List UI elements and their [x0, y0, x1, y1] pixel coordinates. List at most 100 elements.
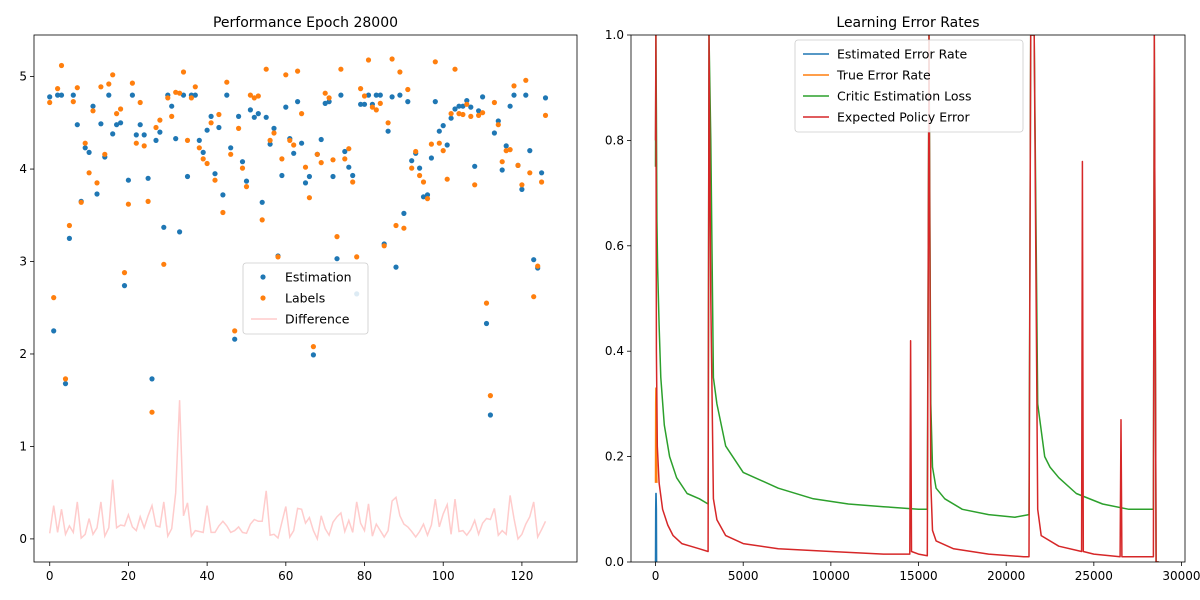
estimation-point: [169, 103, 175, 109]
label-point: [464, 101, 470, 107]
label-point: [90, 108, 96, 114]
estimation-point: [62, 381, 69, 387]
label-point: [110, 72, 116, 78]
estimation-point: [157, 129, 163, 135]
x-tick-label: 0: [652, 569, 660, 583]
estimation-point: [539, 170, 545, 176]
estimation-point: [527, 148, 533, 154]
label-point: [279, 156, 285, 162]
label-point: [51, 295, 57, 301]
estimation-point: [236, 113, 242, 119]
label-point: [129, 80, 135, 86]
legend-entry: Labels: [285, 291, 325, 306]
label-point: [58, 62, 65, 69]
legend-marker: [260, 295, 266, 301]
label-point: [385, 120, 391, 126]
label-point: [460, 111, 466, 118]
label-point: [121, 270, 128, 276]
label-point: [519, 182, 525, 188]
estimation-point: [338, 92, 344, 98]
estimation-point: [480, 94, 486, 100]
label-point: [180, 69, 187, 75]
label-point: [200, 156, 206, 162]
label-point: [106, 81, 112, 87]
legend-entry: True Error Rate: [836, 68, 931, 83]
label-point: [55, 86, 61, 92]
label-point: [224, 79, 230, 85]
y-tick-label: 0.6: [605, 239, 624, 253]
label-point: [125, 201, 131, 207]
estimation-point: [460, 103, 466, 109]
estimation-point: [377, 92, 383, 98]
estimation-point: [464, 98, 470, 104]
estimation-point: [267, 141, 273, 147]
estimation-point: [417, 165, 423, 171]
label-point: [511, 83, 517, 89]
label-point: [283, 72, 289, 78]
label-point: [480, 110, 486, 116]
estimation-point: [346, 164, 352, 170]
estimation-point: [409, 158, 415, 164]
estimation-point: [247, 107, 253, 113]
axes-frame: [630, 34, 1186, 563]
y-tick-label: 0.8: [605, 133, 624, 147]
x-tick-label: 5000: [728, 569, 759, 583]
estimation-point: [141, 132, 147, 138]
legend-entry: Difference: [285, 312, 350, 327]
estimation-point: [405, 99, 411, 105]
label-point: [405, 86, 411, 93]
scatter-panel: Performance Epoch 28000 0 20 40 60 80 100 120 0 1…: [19, 15, 578, 583]
label-point: [306, 195, 312, 201]
chart-title: Learning Error Rates: [836, 15, 979, 31]
estimation-point: [55, 92, 61, 98]
estimation-point: [110, 131, 116, 137]
estimation-point: [389, 94, 395, 100]
true-error-line: [654, 387, 658, 483]
label-point: [232, 328, 238, 334]
estimation-point: [70, 92, 76, 98]
label-point: [318, 160, 324, 166]
estimation-point: [393, 264, 399, 270]
label-point: [169, 113, 175, 119]
x-tick-label: 20: [121, 569, 136, 583]
x-tick-label: 15000: [899, 569, 937, 583]
estimation-point: [196, 137, 202, 143]
legend-marker: [260, 274, 266, 280]
estimation-point: [468, 104, 474, 110]
estimation-point: [216, 124, 222, 131]
label-point: [487, 393, 493, 399]
label-point: [145, 198, 151, 204]
label-point: [326, 95, 332, 101]
estimation-point: [487, 412, 493, 418]
estimation-point: [334, 256, 340, 262]
estimation-point: [66, 235, 72, 241]
label-point: [47, 99, 53, 106]
label-point: [507, 147, 513, 153]
label-point: [192, 84, 198, 90]
estimation-point: [385, 128, 391, 134]
estimation-point: [476, 108, 482, 114]
y-tick-label: 5: [19, 70, 27, 84]
label-point: [440, 148, 446, 154]
label-point: [495, 122, 501, 128]
label-point: [228, 151, 234, 157]
x-tick-label: 80: [357, 569, 372, 583]
estimation-point: [350, 172, 356, 179]
label-point: [456, 111, 462, 117]
label-point: [334, 234, 340, 240]
estimation-point: [47, 94, 53, 100]
estimation-point: [279, 172, 285, 179]
label-point: [188, 95, 194, 101]
label-point: [531, 294, 537, 300]
estimation-point: [86, 149, 92, 155]
label-point: [322, 90, 328, 96]
estimation-point: [200, 149, 206, 155]
line-panel: Learning Error Rates 0 5000 10000 15000 20000…: [605, 15, 1200, 583]
label-point: [70, 99, 76, 105]
estimation-point: [204, 127, 210, 133]
estimation-point: [228, 145, 234, 151]
estimation-point: [495, 118, 501, 124]
label-point: [346, 146, 352, 152]
label-point: [302, 164, 309, 170]
estimation-point: [322, 100, 328, 106]
